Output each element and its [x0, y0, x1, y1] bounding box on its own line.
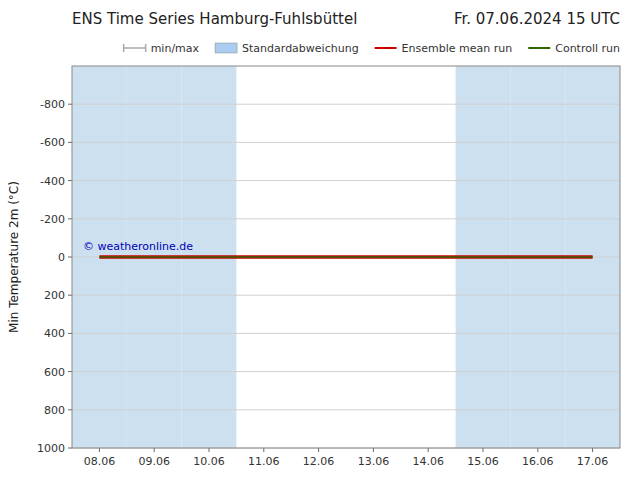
- grid-line: [72, 295, 620, 296]
- y-tick: [68, 218, 72, 219]
- watermark: © weatheronline.de: [83, 240, 193, 253]
- y-tick-label: 600: [44, 366, 65, 379]
- x-tick-label: 08.06: [84, 455, 116, 468]
- y-axis-label: Min Temperature 2m (°C): [7, 181, 21, 333]
- x-tick: [209, 448, 210, 452]
- x-tick-label: 17.06: [577, 455, 609, 468]
- title: ENS Time Series Hamburg-Fuhlsbüttel: [72, 10, 357, 28]
- grid-line: [72, 333, 620, 334]
- x-tick: [428, 448, 429, 452]
- y-tick: [68, 257, 72, 258]
- x-tick: [592, 448, 593, 452]
- x-tick: [263, 448, 264, 452]
- x-tick: [318, 448, 319, 452]
- x-tick-label: 15.06: [467, 455, 499, 468]
- y-tick: [68, 448, 72, 449]
- grid: [68, 104, 620, 448]
- y-tick: [68, 333, 72, 334]
- legend-label: min/max: [151, 42, 200, 55]
- y-tick-label: 200: [44, 289, 65, 302]
- y-tick-label: 1000: [37, 442, 65, 455]
- x-tick: [99, 448, 100, 452]
- y-tick-label: -200: [40, 213, 65, 226]
- x-tick-label: 12.06: [303, 455, 335, 468]
- x-tick: [373, 448, 374, 452]
- y-tick-label: -400: [40, 175, 65, 188]
- y-tick-label: 400: [44, 327, 65, 340]
- grid-line: [72, 218, 620, 219]
- x-tick-label: 16.06: [522, 455, 554, 468]
- legend: min/max Standardabweichung Ensemble mean r…: [124, 42, 620, 55]
- grid-line: [72, 371, 620, 372]
- grid-line: [72, 142, 620, 143]
- y-tick: [68, 142, 72, 143]
- data: [99, 257, 592, 258]
- legend-swatch: [528, 47, 550, 49]
- y-tick-label: 800: [44, 404, 65, 417]
- legend-swatch: [124, 47, 146, 49]
- legend-label: Standardabweichung: [242, 42, 359, 55]
- y-tick: [68, 180, 72, 181]
- y-tick: [68, 295, 72, 296]
- grid-line: [72, 257, 620, 258]
- x-tick: [483, 448, 484, 452]
- y-tick: [68, 371, 72, 372]
- legend-label: Ensemble mean run: [402, 42, 513, 55]
- shaded-columns: [72, 66, 620, 448]
- series-line: [99, 255, 592, 259]
- y-tick-label: -800: [40, 98, 65, 111]
- x-tick: [537, 448, 538, 452]
- legend-swatch: [145, 44, 147, 52]
- y-tick-label: 0: [58, 251, 65, 264]
- grid-line: [72, 180, 620, 181]
- legend-label: Controll run: [555, 42, 620, 55]
- subtitle: Fr. 07.06.2024 15 UTC: [454, 10, 620, 28]
- y-tick-label: -600: [40, 136, 65, 149]
- y-tick: [68, 409, 72, 410]
- x-tick-label: 13.06: [358, 455, 390, 468]
- legend-swatch: [123, 44, 125, 52]
- x-tick: [154, 448, 155, 452]
- x-tick-label: 10.06: [193, 455, 225, 468]
- chart: ENS Time Series Hamburg-Fuhlsbüttel Fr. 0…: [0, 0, 634, 490]
- x-tick-label: 14.06: [412, 455, 444, 468]
- grid-line: [72, 104, 620, 105]
- legend-swatch: [375, 47, 397, 49]
- series-line: [99, 256, 592, 258]
- y-tick: [68, 104, 72, 105]
- plot-frame: [72, 66, 620, 448]
- x-tick-label: 09.06: [138, 455, 170, 468]
- grid-line: [72, 409, 620, 410]
- x-tick-label: 11.06: [248, 455, 280, 468]
- legend-swatch: [215, 43, 237, 53]
